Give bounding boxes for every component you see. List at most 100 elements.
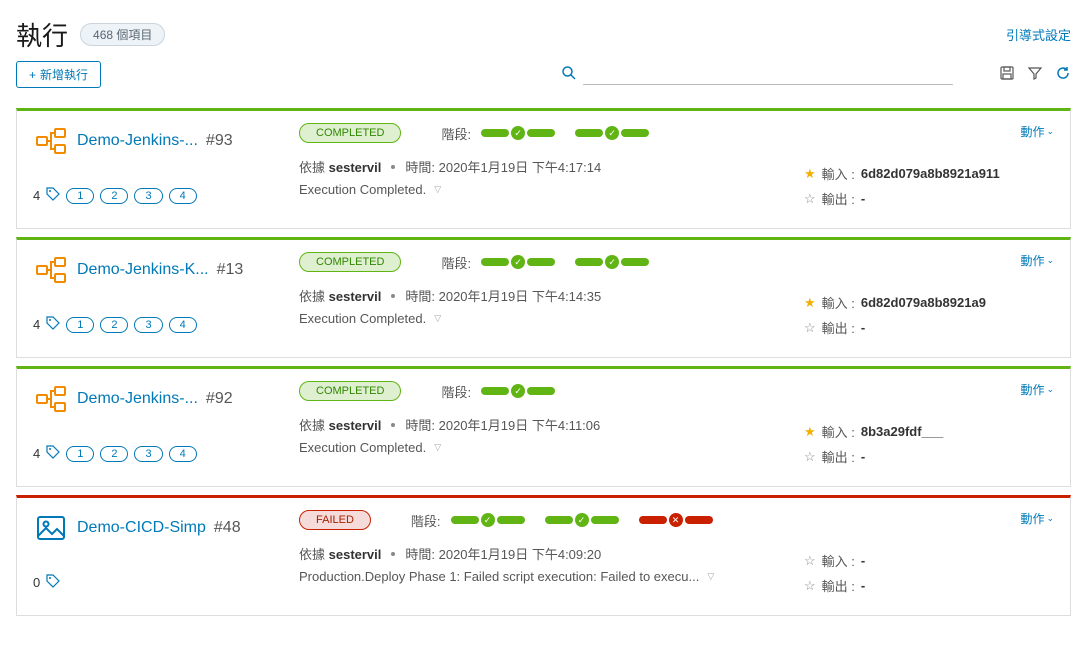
tag-pill[interactable]: 1 xyxy=(66,317,94,333)
card-body: Demo-CICD-Simp #48 0 FAILED 階段: ✓ ✓ ✕ 依據 sesterv… xyxy=(17,498,1070,615)
output-value: - xyxy=(861,449,865,464)
time-label: 時間: 2020年1月19日 下午4:11:06 xyxy=(405,415,600,434)
status-badge: COMPLETED xyxy=(299,123,401,143)
actions-dropdown[interactable]: 動作 ⌄ xyxy=(804,510,1054,527)
card-middle-column: COMPLETED階段:✓✓依據 sestervil時間: 2020年1月19日… xyxy=(299,123,788,214)
star-empty-icon[interactable]: ☆ xyxy=(804,578,816,594)
stage-bar xyxy=(575,129,603,137)
tag-pill[interactable]: 2 xyxy=(100,446,128,462)
card-right-column: 動作 ⌄★ 輸入 : 6d82d079a8b8921a9☆ 輸出 : - xyxy=(804,252,1054,343)
card-right-column: 動作 ⌄★ 輸入 : 6d82d079a8b8921a911☆ 輸出 : - xyxy=(804,123,1054,214)
output-label: 輸出 : xyxy=(822,318,855,337)
image-icon xyxy=(33,510,69,546)
chevron-down-icon[interactable]: ▽ xyxy=(707,571,714,582)
actions-dropdown[interactable]: 動作 ⌄ xyxy=(804,381,1054,398)
filter-icon[interactable] xyxy=(1027,65,1043,84)
star-empty-icon[interactable]: ☆ xyxy=(804,191,816,207)
separator-dot xyxy=(391,165,395,169)
input-row: ☆ 輸入 : - xyxy=(804,551,1054,570)
tag-icon xyxy=(46,574,60,591)
name-row: Demo-Jenkins-K...#13 xyxy=(33,252,283,288)
stages-label: 階段: xyxy=(411,511,441,530)
stage-segment: ✕ xyxy=(639,513,713,527)
actions-dropdown[interactable]: 動作 ⌄ xyxy=(804,123,1054,140)
save-icon[interactable] xyxy=(999,65,1015,84)
pipeline-name-link[interactable]: Demo-Jenkins-K... xyxy=(77,261,209,279)
tag-pill[interactable]: 3 xyxy=(134,317,162,333)
stage-bar xyxy=(621,129,649,137)
search-input[interactable] xyxy=(583,65,953,85)
search-icon xyxy=(561,65,577,84)
output-label: 輸出 : xyxy=(822,189,855,208)
actions-dropdown[interactable]: 動作 ⌄ xyxy=(804,252,1054,269)
chevron-down-icon: ⌄ xyxy=(1046,255,1054,266)
add-execution-button[interactable]: + 新增執行 xyxy=(16,61,101,88)
stages-label: 階段: xyxy=(441,382,471,401)
stage-check-icon: ✓ xyxy=(605,126,619,140)
input-value: - xyxy=(861,553,865,568)
status-message: Production.Deploy Phase 1: Failed script… xyxy=(299,569,788,584)
tags-row: 41234 xyxy=(33,187,283,204)
stage-check-icon: ✕ xyxy=(669,513,683,527)
tag-icon xyxy=(46,316,60,333)
star-empty-icon[interactable]: ☆ xyxy=(804,553,816,569)
status-badge: FAILED xyxy=(299,510,371,530)
guided-setup-link[interactable]: 引導式設定 xyxy=(1006,25,1071,44)
user-name: sestervil xyxy=(329,418,382,433)
stage-bar xyxy=(481,258,509,266)
tag-pill[interactable]: 2 xyxy=(100,188,128,204)
stages-indicator: 階段: ✓ ✓ ✕ xyxy=(411,511,723,530)
status-message: Execution Completed. ▽ xyxy=(299,311,788,326)
star-empty-icon[interactable]: ☆ xyxy=(804,320,816,336)
card-left-column: Demo-Jenkins-K...#1341234 xyxy=(33,252,283,343)
tag-pill[interactable]: 4 xyxy=(169,317,197,333)
input-value: 6d82d079a8b8921a9 xyxy=(861,295,986,310)
execution-card: Demo-Jenkins-...#9241234COMPLETED階段:✓依據 … xyxy=(16,366,1071,487)
executions-list: Demo-Jenkins-...#9341234COMPLETED階段:✓✓依據… xyxy=(0,108,1087,616)
chevron-down-icon: ⌄ xyxy=(1046,126,1054,137)
stage-segment: ✓ xyxy=(451,513,525,527)
card-right-column: 動作 ⌄☆ 輸入 : -☆ 輸出 : - xyxy=(804,510,1054,601)
card-body: Demo-Jenkins-...#9341234COMPLETED階段:✓✓依據… xyxy=(17,111,1070,228)
chevron-down-icon[interactable]: ▽ xyxy=(434,313,441,324)
chevron-down-icon[interactable]: ▽ xyxy=(434,184,441,195)
tags-row: 0 xyxy=(33,574,283,591)
pipeline-name-link[interactable]: Demo-CICD-Simp xyxy=(77,519,206,537)
tag-pill[interactable]: 4 xyxy=(169,188,197,204)
status-badge: COMPLETED xyxy=(299,252,401,272)
star-empty-icon[interactable]: ☆ xyxy=(804,449,816,465)
star-filled-icon[interactable]: ★ xyxy=(804,424,816,440)
meta-row: 依據 sestervil時間: 2020年1月19日 下午4:09:20 xyxy=(299,544,788,563)
tag-pill[interactable]: 1 xyxy=(66,446,94,462)
pipeline-name-link[interactable]: Demo-Jenkins-... xyxy=(77,390,198,408)
input-label: 輸入 : xyxy=(822,164,855,183)
tag-pill[interactable]: 3 xyxy=(134,446,162,462)
tag-pill[interactable]: 2 xyxy=(100,317,128,333)
card-middle-column: COMPLETED階段:✓✓依據 sestervil時間: 2020年1月19日… xyxy=(299,252,788,343)
star-filled-icon[interactable]: ★ xyxy=(804,166,816,182)
stage-segment: ✓ xyxy=(575,255,649,269)
separator-dot xyxy=(391,552,395,556)
output-row: ☆ 輸出 : - xyxy=(804,189,1054,208)
meta-row: 依據 sestervil時間: 2020年1月19日 下午4:11:06 xyxy=(299,415,788,434)
execution-card: Demo-Jenkins-K...#1341234COMPLETED階段:✓✓依… xyxy=(16,237,1071,358)
pipeline-name-link[interactable]: Demo-Jenkins-... xyxy=(77,132,198,150)
run-number: #48 xyxy=(214,519,241,537)
name-row: Demo-CICD-Simp #48 xyxy=(33,510,283,546)
plus-icon: + xyxy=(29,68,36,82)
tag-pill[interactable]: 4 xyxy=(169,446,197,462)
tag-pill[interactable]: 3 xyxy=(134,188,162,204)
stage-segment: ✓ xyxy=(545,513,619,527)
tag-pill[interactable]: 1 xyxy=(66,188,94,204)
card-left-column: Demo-Jenkins-...#9341234 xyxy=(33,123,283,214)
refresh-icon[interactable] xyxy=(1055,65,1071,84)
output-value: - xyxy=(861,320,865,335)
by-label: 依據 sestervil xyxy=(299,544,381,563)
stage-bar xyxy=(497,516,525,524)
stage-segment: ✓ xyxy=(575,126,649,140)
star-filled-icon[interactable]: ★ xyxy=(804,295,816,311)
header-left: 執行 468 個項目 xyxy=(16,16,165,53)
add-button-label: 新增執行 xyxy=(40,66,88,83)
stages-indicator: 階段:✓✓ xyxy=(441,253,659,272)
chevron-down-icon[interactable]: ▽ xyxy=(434,442,441,453)
